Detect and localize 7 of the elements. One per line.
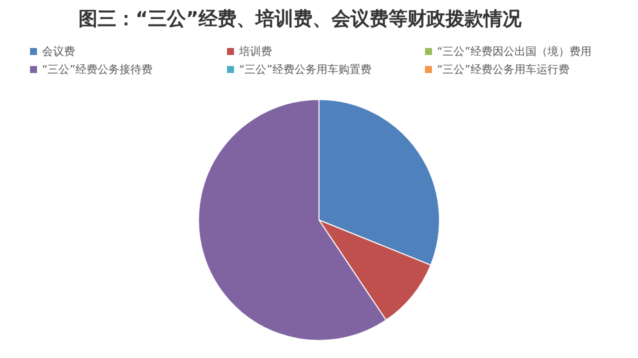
legend-label: “三公”经费公务接待费 — [42, 62, 152, 76]
legend-label: 培训费 — [239, 44, 272, 58]
legend-label: “三公”经费公务用车运行费 — [437, 62, 570, 76]
legend-label: “三公”经费公务用车购置费 — [239, 62, 372, 76]
legend-label: “三公”经费因公出国（境）费用 — [437, 44, 592, 58]
legend-label: 会议费 — [42, 44, 75, 58]
chart-title: 图三：“三公”经费、培训费、会议费等财政拨款情况 — [78, 7, 522, 32]
